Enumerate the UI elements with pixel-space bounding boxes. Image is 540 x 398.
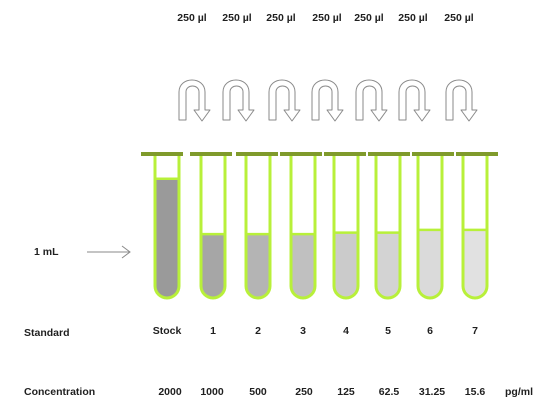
tube-liquid <box>463 229 487 298</box>
test-tube <box>461 156 489 300</box>
tube-rim-bar <box>190 152 232 156</box>
concentration-cell: 31.25 <box>418 386 446 398</box>
tube-rim-bar <box>456 152 498 156</box>
test-tube <box>153 156 181 300</box>
tube-liquid <box>418 229 442 298</box>
curved-arrow-icon <box>445 79 478 122</box>
tube-rim-bar <box>324 152 366 156</box>
concentration-cell: 2000 <box>158 386 182 398</box>
test-tube <box>199 156 227 300</box>
concentration-unit: pg/ml <box>505 386 533 398</box>
concentration-cell: 15.6 <box>464 386 486 398</box>
tube-rim-bar <box>236 152 278 156</box>
curved-arrow-icon <box>311 79 344 122</box>
tube-liquid <box>291 234 315 298</box>
standard-cell: 7 <box>472 325 478 337</box>
standard-cell: 2 <box>255 325 261 337</box>
concentration-cell: 1000 <box>200 386 224 398</box>
transfer-volume-label: 250 µl <box>354 12 384 24</box>
curved-arrow-icon <box>398 79 431 122</box>
transfer-volume-label: 250 µl <box>222 12 252 24</box>
tube-liquid <box>201 234 225 298</box>
transfer-volume-label: 250 µl <box>444 12 474 24</box>
tube-liquid <box>155 178 179 298</box>
tube-rim-bar <box>141 152 183 156</box>
standard-cell: 6 <box>427 325 433 337</box>
right-arrow-icon <box>87 245 131 259</box>
transfer-volume-label: 250 µl <box>177 12 207 24</box>
concentration-cell: 250 <box>295 386 313 398</box>
tube-rim-bar <box>368 152 410 156</box>
curved-arrow-icon <box>355 79 388 122</box>
transfer-volume-label: 250 µl <box>398 12 428 24</box>
test-tube <box>416 156 444 300</box>
standard-cell: 5 <box>385 325 391 337</box>
standard-cell: 4 <box>343 325 349 337</box>
standard-cell: 3 <box>300 325 306 337</box>
curved-arrow-icon <box>178 79 211 122</box>
transfer-volume-label: 250 µl <box>312 12 342 24</box>
standard-cell: 1 <box>210 325 216 337</box>
tube-liquid <box>334 232 358 298</box>
concentration-cell: 500 <box>249 386 267 398</box>
transfer-volume-label: 250 µl <box>266 12 296 24</box>
tube-rim-bar <box>412 152 454 156</box>
concentration-row-label: Concentration <box>24 386 96 398</box>
tube-liquid <box>376 232 400 298</box>
tube-liquid <box>246 234 270 298</box>
test-tube <box>332 156 360 300</box>
curved-arrow-icon <box>222 79 255 122</box>
standard-cell: Stock <box>152 325 182 337</box>
tube-rim-bar <box>280 152 322 156</box>
test-tube <box>289 156 317 300</box>
test-tube <box>374 156 402 300</box>
concentration-cell: 62.5 <box>378 386 400 398</box>
fill-volume-label: 1 mL <box>34 246 59 258</box>
curved-arrow-icon <box>268 79 301 122</box>
standard-row-label: Standard <box>24 327 70 339</box>
test-tube <box>244 156 272 300</box>
concentration-cell: 125 <box>337 386 355 398</box>
